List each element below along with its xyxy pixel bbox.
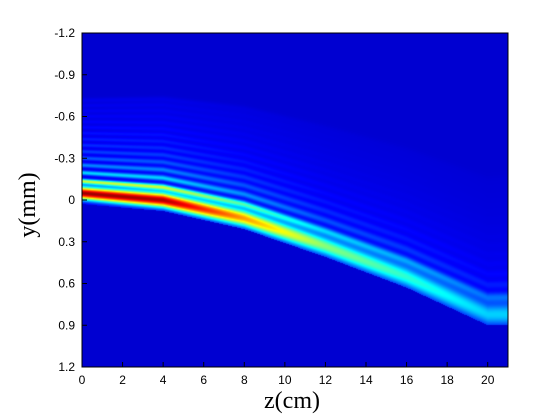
x-tick-label: 6 (200, 373, 207, 387)
heatmap-plot-area (81, 32, 509, 368)
y-tick-label: -1.2 (54, 26, 75, 40)
y-tick-label: -0.9 (54, 68, 75, 82)
x-tick-label: 8 (241, 373, 248, 387)
x-axis-ticks: 0 2 4 6 8 10 12 14 16 18 20 (79, 362, 495, 387)
x-tick-label: 14 (359, 373, 373, 387)
x-tick-label: 0 (79, 373, 86, 387)
y-tick-label: 0 (68, 193, 75, 207)
x-tick-label: 12 (319, 373, 333, 387)
y-axis-ticks: -1.2 -0.9 -0.6 -0.3 0 0.3 0.6 0.9 1.2 (54, 26, 87, 374)
x-tick-label: 4 (160, 373, 167, 387)
y-tick-label: 0.3 (58, 235, 75, 249)
y-tick-label: -0.3 (54, 151, 75, 165)
heatmap-image (82, 33, 508, 367)
x-axis-label: z(cm) (264, 388, 320, 414)
x-tick-label: 16 (400, 373, 414, 387)
y-tick-label: -0.6 (54, 110, 75, 124)
x-tick-label: 10 (278, 373, 292, 387)
x-tick-label: 20 (481, 373, 495, 387)
y-tick-label: 1.2 (58, 360, 75, 374)
y-tick-label: 0.6 (58, 277, 75, 291)
y-axis-label: y(mm) (15, 172, 41, 237)
x-tick-label: 2 (119, 373, 126, 387)
x-tick-label: 18 (440, 373, 454, 387)
y-tick-label: 0.9 (58, 318, 75, 332)
